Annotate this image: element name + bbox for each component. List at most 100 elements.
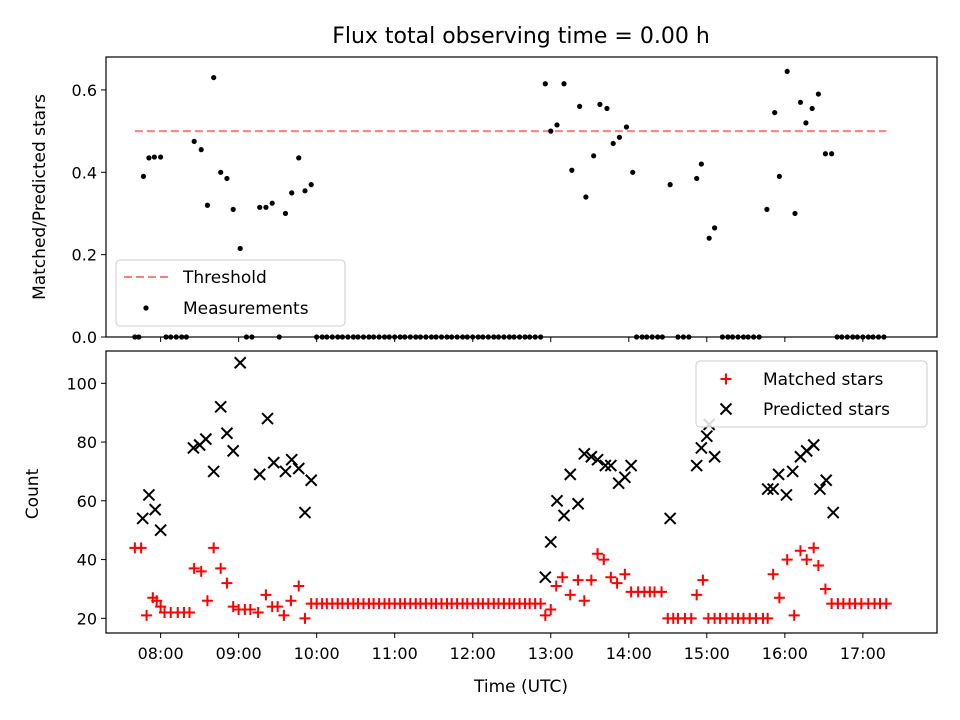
measurement-point — [712, 225, 718, 231]
predicted-point — [550, 494, 564, 508]
matched-point — [572, 574, 584, 586]
predicted-point — [578, 447, 591, 461]
predicted-point — [571, 497, 585, 510]
predicted-point — [136, 512, 149, 525]
measurement-point — [151, 154, 157, 160]
matched-point — [208, 542, 220, 554]
x-tick-label: 09:00 — [216, 644, 262, 663]
matched-point — [781, 554, 793, 566]
measurement-point — [230, 206, 236, 212]
bottom-axes: 20 40 60 80 100 08:00 09:00 10:00 11:00 12:00 13:0… — [66, 350, 938, 663]
measurement-point — [263, 204, 269, 210]
matched-point — [215, 562, 227, 574]
matched-point — [685, 612, 697, 624]
measurement-point — [140, 173, 147, 180]
matched-point — [195, 565, 207, 577]
matched-point — [539, 609, 551, 621]
measurement-point — [623, 124, 630, 130]
measurement-point — [561, 81, 567, 87]
matched-point — [151, 595, 163, 607]
predicted-point — [761, 482, 774, 496]
predicted-point — [700, 429, 714, 443]
x-tick-label: 17:00 — [840, 644, 886, 663]
predicted-point — [253, 468, 266, 481]
predicted-point — [591, 453, 604, 466]
predicted-point — [199, 432, 213, 446]
legend-box — [695, 360, 928, 428]
x-tick-label: 15:00 — [684, 644, 730, 663]
legend-threshold-label: Threshold — [182, 268, 267, 288]
matched-point — [201, 595, 213, 607]
measurement-point — [554, 122, 560, 128]
x-tick-label: 10:00 — [294, 644, 340, 663]
measurement-point — [302, 188, 308, 194]
bottom-y-axis-label: Count — [23, 468, 43, 519]
predicted-point — [599, 459, 612, 472]
matched-point — [767, 568, 779, 580]
matched-point — [260, 589, 272, 601]
matched-point — [252, 606, 264, 618]
predicted-point — [207, 465, 220, 478]
predicted-point — [604, 459, 618, 472]
matched-point — [535, 598, 547, 610]
measurement-point — [706, 235, 712, 241]
legend-measurements-swatch — [143, 305, 149, 311]
predicted-point — [585, 450, 598, 463]
legend-predicted-swatch — [719, 402, 733, 416]
matched-point — [578, 595, 590, 607]
matched-point — [278, 609, 290, 621]
measurement-point — [610, 140, 616, 147]
top-axes-frame — [105, 56, 938, 338]
x-tick-label: 11:00 — [372, 644, 418, 663]
measurement-point — [548, 128, 554, 134]
predicted-point — [214, 400, 227, 414]
matched-point — [794, 545, 806, 557]
measurement-point — [829, 151, 835, 157]
predicted-point — [827, 506, 840, 519]
measurement-point — [815, 91, 821, 97]
predicted-point — [780, 488, 793, 502]
predicted-point — [539, 570, 552, 584]
measurement-point — [204, 202, 211, 208]
measurement-point — [296, 155, 302, 161]
measurement-point — [218, 169, 224, 175]
measurement-point — [772, 109, 778, 116]
matched-point — [299, 612, 311, 624]
predicted-point — [813, 482, 827, 496]
predicted-point — [663, 512, 677, 525]
matched-point — [221, 577, 233, 589]
measurement-point — [591, 153, 597, 159]
legend-box — [115, 259, 346, 327]
measurement-point — [797, 99, 804, 105]
measurement-point — [577, 103, 583, 110]
predicted-point — [772, 468, 785, 481]
measurement-point — [667, 182, 673, 188]
matched-point — [556, 571, 568, 583]
measurement-point — [198, 147, 204, 153]
y-tick-label: 100 — [66, 374, 97, 393]
matched-point — [550, 580, 562, 592]
y-tick-label: 0.2 — [72, 246, 97, 265]
measurement-point — [698, 161, 704, 167]
predicted-point — [226, 444, 240, 458]
matched-point — [619, 568, 631, 580]
matched-point — [585, 574, 597, 586]
predicted-point — [220, 427, 234, 440]
predicted-point — [624, 459, 638, 472]
predicted-point — [618, 471, 632, 484]
x-tick-label: 08:00 — [138, 644, 184, 663]
measurement-point — [784, 68, 790, 75]
predicted-point — [292, 462, 305, 475]
matched-point — [788, 609, 800, 621]
y-tick-label: 0.0 — [72, 328, 97, 347]
x-tick-label: 16:00 — [762, 644, 808, 663]
measurement-point — [616, 134, 623, 140]
matched-point — [598, 554, 610, 566]
matched-point — [656, 586, 668, 598]
measurement-point — [289, 190, 295, 196]
matched-point — [801, 554, 813, 566]
matched-point — [135, 542, 147, 554]
y-tick-label: 20 — [77, 609, 97, 628]
predicted-point — [544, 535, 557, 549]
